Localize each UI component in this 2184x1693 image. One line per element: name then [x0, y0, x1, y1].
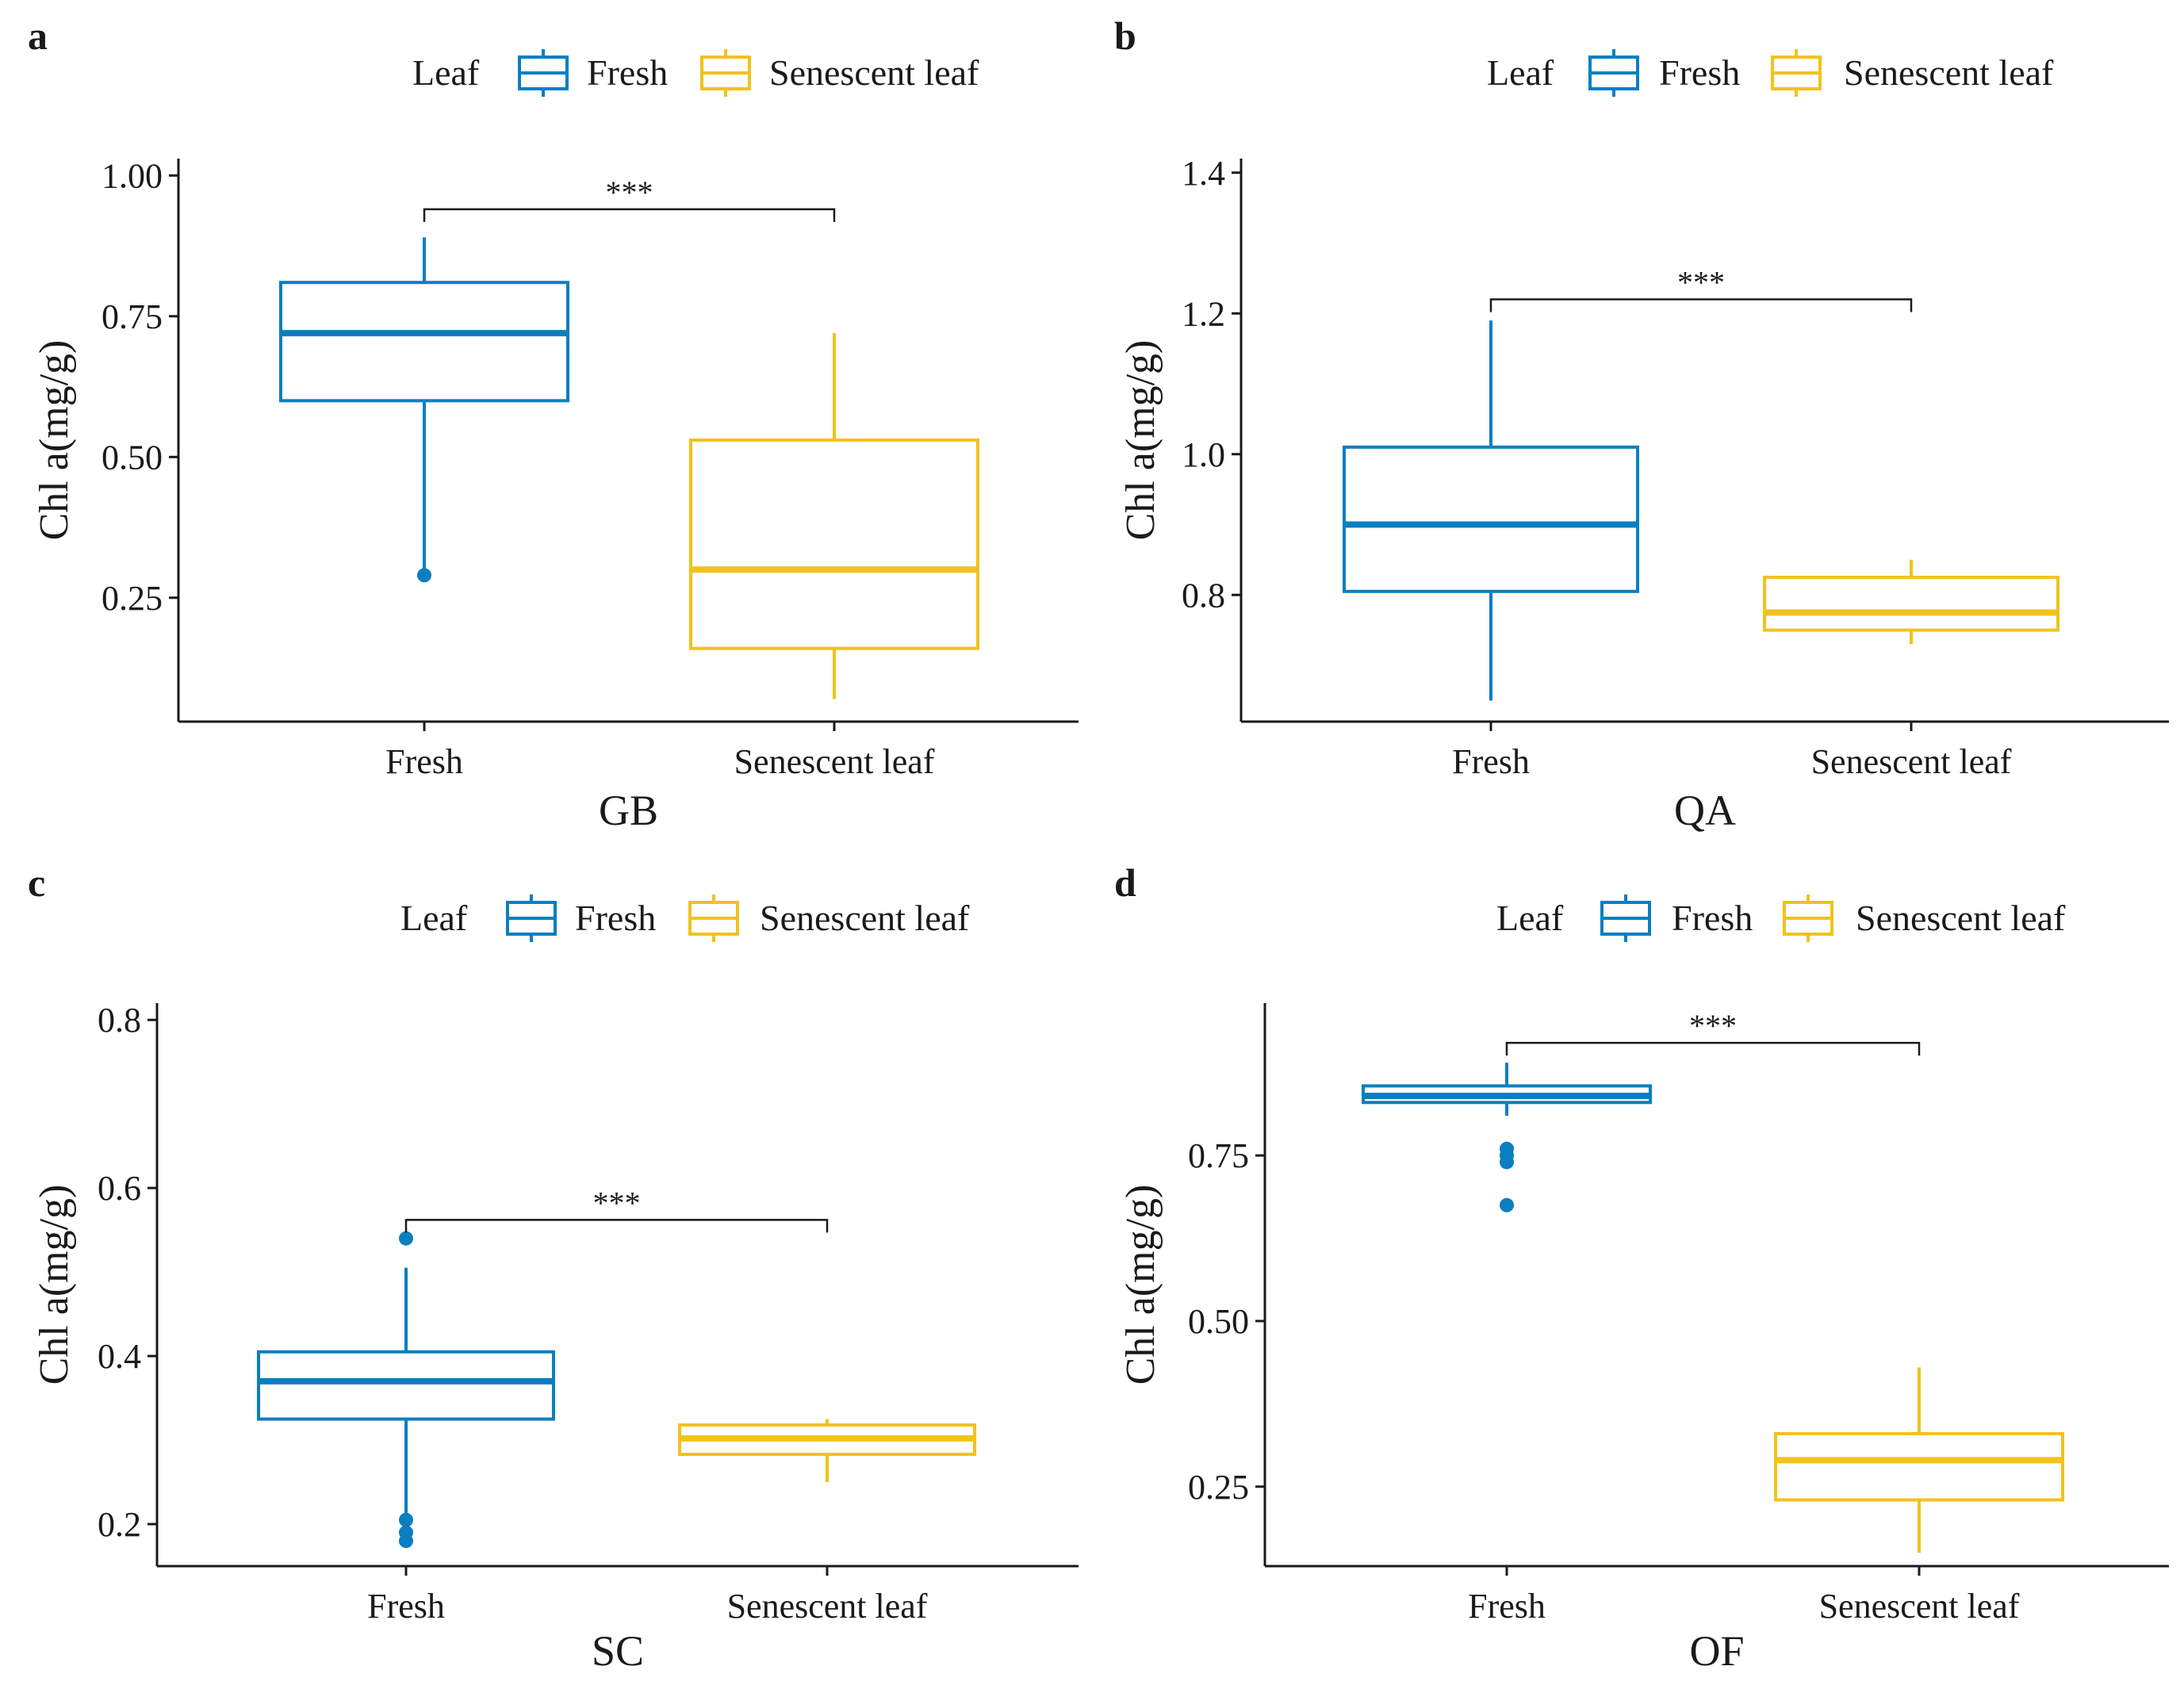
legend-title: Leaf — [1496, 898, 1564, 938]
y-tick-label: 0.75 — [102, 297, 163, 336]
panel-b: b Leaf Fresh Senescent leaf 0.8 1.0 1.2 1.4 Fres… — [1114, 13, 2169, 834]
box-iqr — [1763, 576, 2059, 632]
box-senescent — [689, 333, 979, 699]
significance-bracket: *** — [423, 174, 836, 222]
bracket-line — [423, 208, 836, 222]
box-iqr — [1774, 1431, 2064, 1502]
y-tick-label: 0.25 — [1188, 1468, 1249, 1507]
legend-label-senescent: Senescent leaf — [1856, 898, 2066, 938]
legend-label-senescent: Senescent leaf — [760, 898, 970, 938]
outlier-point — [399, 1534, 413, 1549]
legend-b: Leaf Fresh Senescent leaf — [1487, 49, 2054, 97]
box-fresh — [279, 237, 569, 583]
box-fresh — [257, 1231, 555, 1549]
legend-label-fresh: Fresh — [1672, 898, 1753, 938]
legend-label-senescent: Senescent leaf — [769, 52, 979, 93]
legend-key-fresh — [1588, 49, 1639, 97]
panel-letter-b: b — [1114, 13, 1136, 58]
box-senescent — [678, 1419, 976, 1483]
legend-c: Leaf Fresh Senescent leaf — [400, 894, 970, 942]
x-axis-title: GB — [599, 787, 658, 834]
y-tick-label: 0.8 — [1182, 576, 1225, 615]
box-fresh — [1343, 320, 1639, 701]
box-iqr — [689, 439, 979, 650]
panel-a: a Leaf Fresh Senescent leaf 0.25 0.50 0.75 1.00… — [28, 13, 1079, 834]
legend-key-senescent — [1783, 894, 1833, 942]
legend-key-senescent — [1771, 49, 1822, 97]
bracket-line — [404, 1219, 829, 1233]
box-iqr — [257, 1350, 555, 1421]
x-tick-label: Senescent leaf — [1811, 742, 2012, 781]
y-tick-label: 0.6 — [98, 1169, 141, 1208]
x-axis-title: OF — [1689, 1627, 1744, 1675]
y-axis-title: Chl a(mg/g) — [1118, 340, 1163, 541]
box-iqr — [1343, 445, 1639, 593]
panel-d: d Leaf Fresh Senescent leaf 0.25 0.50 0.75 Fres… — [1114, 860, 2169, 1675]
legend-key-fresh — [1600, 894, 1651, 942]
y-axis-title: Chl a(mg/g) — [32, 1185, 77, 1385]
legend-key-fresh — [506, 894, 557, 942]
y-tick-label: 0.50 — [102, 438, 163, 477]
legend-title: Leaf — [1487, 52, 1554, 93]
legend-title: Leaf — [400, 898, 468, 938]
significance-bracket: *** — [404, 1185, 829, 1233]
y-tick-label: 0.8 — [98, 1001, 141, 1040]
y-tick-label: 0.75 — [1188, 1136, 1249, 1175]
outlier-point — [1500, 1197, 1514, 1212]
legend-label-senescent: Senescent leaf — [1844, 52, 2054, 93]
legend-a: Leaf Fresh Senescent leaf — [412, 49, 979, 97]
significance-bracket: *** — [1489, 265, 1913, 312]
outlier-point — [1500, 1155, 1514, 1170]
box-fresh — [1362, 1063, 1652, 1212]
x-tick-label: Senescent leaf — [734, 742, 935, 781]
x-tick-label: Fresh — [385, 742, 463, 781]
panel-letter-c: c — [28, 860, 45, 905]
outlier-point — [399, 1231, 413, 1246]
y-tick-label: 0.4 — [98, 1337, 141, 1376]
outlier-point — [417, 568, 431, 583]
x-axis-title: QA — [1674, 787, 1736, 834]
x-tick-label: Senescent leaf — [1819, 1587, 2020, 1626]
panel-letter-a: a — [28, 13, 48, 58]
y-tick-label: 0.2 — [98, 1505, 141, 1544]
panel-c: c Leaf Fresh Senescent leaf 0.2 0.4 0.6 0.8 Fres… — [28, 860, 1079, 1675]
x-axis-title: SC — [592, 1627, 644, 1675]
legend-d: Leaf Fresh Senescent leaf — [1496, 894, 2066, 942]
significance-label: *** — [1677, 265, 1725, 301]
outlier-point — [399, 1512, 413, 1527]
legend-title: Leaf — [412, 52, 480, 93]
x-tick-label: Fresh — [1452, 742, 1530, 781]
significance-label: *** — [606, 174, 653, 210]
y-tick-label: 1.0 — [1182, 435, 1225, 474]
legend-label-fresh: Fresh — [575, 898, 656, 938]
y-axis-title: Chl a(mg/g) — [32, 340, 77, 541]
y-tick-label: 0.50 — [1188, 1302, 1249, 1341]
legend-key-senescent — [700, 49, 751, 97]
y-tick-label: 0.25 — [102, 579, 163, 618]
significance-label: *** — [1689, 1008, 1737, 1044]
x-tick-label: Fresh — [367, 1587, 445, 1626]
legend-label-fresh: Fresh — [587, 52, 668, 93]
legend-key-fresh — [518, 49, 569, 97]
box-senescent — [1763, 559, 2059, 645]
significance-label: *** — [593, 1185, 641, 1220]
panel-letter-d: d — [1114, 860, 1136, 905]
x-tick-label: Senescent leaf — [727, 1587, 928, 1626]
y-tick-label: 1.2 — [1182, 294, 1225, 333]
bracket-line — [1489, 298, 1913, 312]
box-iqr — [279, 281, 569, 403]
x-tick-label: Fresh — [1468, 1587, 1546, 1626]
significance-bracket: *** — [1505, 1008, 1921, 1056]
y-axis-title: Chl a(mg/g) — [1118, 1185, 1163, 1385]
legend-label-fresh: Fresh — [1659, 52, 1740, 93]
bracket-line — [1505, 1041, 1921, 1056]
y-tick-label: 1.00 — [102, 156, 163, 195]
y-tick-label: 1.4 — [1182, 154, 1225, 193]
box-senescent — [1774, 1367, 2064, 1553]
legend-key-senescent — [688, 894, 739, 942]
